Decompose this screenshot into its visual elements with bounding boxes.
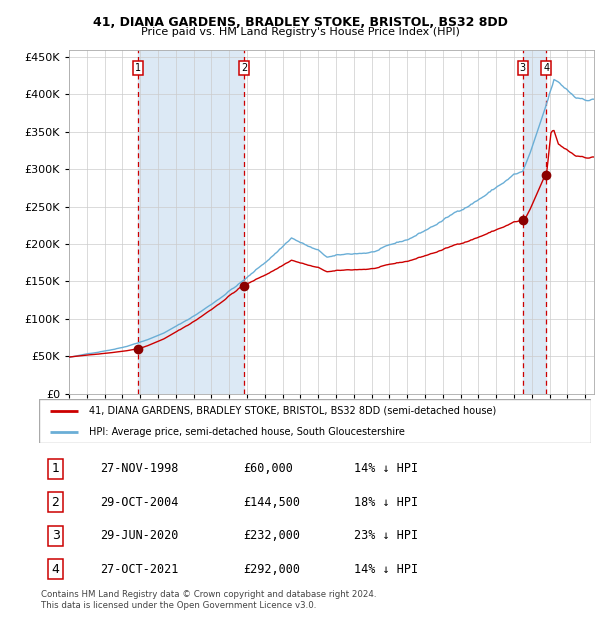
Text: 41, DIANA GARDENS, BRADLEY STOKE, BRISTOL, BS32 8DD (semi-detached house): 41, DIANA GARDENS, BRADLEY STOKE, BRISTO… bbox=[89, 405, 496, 416]
Bar bbox=[139, 50, 244, 394]
Text: Price paid vs. HM Land Registry's House Price Index (HPI): Price paid vs. HM Land Registry's House … bbox=[140, 27, 460, 37]
Text: 29-OCT-2004: 29-OCT-2004 bbox=[100, 496, 178, 508]
Text: 27-OCT-2021: 27-OCT-2021 bbox=[100, 563, 178, 575]
Text: £144,500: £144,500 bbox=[243, 496, 300, 508]
Text: 4: 4 bbox=[543, 63, 550, 73]
Text: 1: 1 bbox=[52, 463, 59, 475]
Text: 3: 3 bbox=[520, 63, 526, 73]
Text: 41, DIANA GARDENS, BRADLEY STOKE, BRISTOL, BS32 8DD: 41, DIANA GARDENS, BRADLEY STOKE, BRISTO… bbox=[92, 16, 508, 29]
FancyBboxPatch shape bbox=[39, 399, 591, 443]
Text: 2: 2 bbox=[52, 496, 59, 508]
Text: 14% ↓ HPI: 14% ↓ HPI bbox=[353, 563, 418, 575]
Text: 29-JUN-2020: 29-JUN-2020 bbox=[100, 529, 178, 542]
Text: 14% ↓ HPI: 14% ↓ HPI bbox=[353, 463, 418, 475]
Text: Contains HM Land Registry data © Crown copyright and database right 2024.
This d: Contains HM Land Registry data © Crown c… bbox=[41, 590, 376, 609]
Text: 4: 4 bbox=[52, 563, 59, 575]
Text: £60,000: £60,000 bbox=[243, 463, 293, 475]
Text: HPI: Average price, semi-detached house, South Gloucestershire: HPI: Average price, semi-detached house,… bbox=[89, 427, 404, 437]
Text: 2: 2 bbox=[241, 63, 247, 73]
Text: £232,000: £232,000 bbox=[243, 529, 300, 542]
Text: 3: 3 bbox=[52, 529, 59, 542]
Bar bbox=[523, 50, 547, 394]
Text: 1: 1 bbox=[136, 63, 142, 73]
Text: £292,000: £292,000 bbox=[243, 563, 300, 575]
Text: 23% ↓ HPI: 23% ↓ HPI bbox=[353, 529, 418, 542]
Text: 27-NOV-1998: 27-NOV-1998 bbox=[100, 463, 178, 475]
Text: 18% ↓ HPI: 18% ↓ HPI bbox=[353, 496, 418, 508]
